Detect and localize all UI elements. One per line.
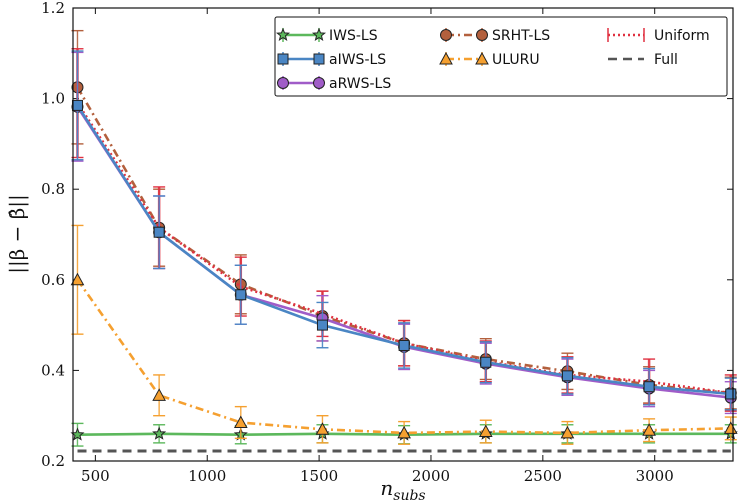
legend: IWS-LS aIWS-LS aRWS-LS SRHT-LS ULURU Uniform F… (274, 16, 728, 97)
point-aiws-ls-3 (316, 319, 328, 331)
x-tick-label-2000: 2000 (412, 467, 450, 485)
legend-marker-left-uluru (439, 51, 453, 65)
y-tick-label-1: 0.4 (41, 361, 65, 379)
y-tick-label-2: 0.6 (41, 271, 65, 289)
legend-marker-right-arws-ls (313, 77, 325, 89)
series-aiws-ls (71, 50, 737, 411)
point-iws-ls-1 (152, 426, 167, 440)
x-tick-label-1500: 1500 (300, 467, 338, 485)
x-tick-label-500: 500 (81, 467, 110, 485)
point-uluru-1 (152, 388, 166, 401)
point-aiws-ls-4 (398, 339, 410, 351)
point-uluru-7 (642, 423, 656, 436)
legend-marker-right-iws-ls (311, 27, 327, 41)
point-aiws-ls-0 (71, 99, 83, 111)
legend-marker-left-arws-ls (277, 77, 289, 89)
x-axis-label: nsubs (380, 476, 425, 503)
legend-item-srht-ls: SRHT-LS (440, 28, 550, 44)
legend-box (274, 16, 728, 97)
legend-label-arws-ls: aRWS-LS (329, 76, 391, 92)
y-tick-label-0: 0.2 (41, 452, 65, 470)
legend-item-arws-ls: aRWS-LS (277, 76, 391, 92)
point-aiws-ls-6 (561, 370, 573, 382)
legend-item-uluru: ULURU (439, 51, 540, 68)
legend-marker-right-uluru (475, 51, 489, 65)
legend-label-iws-ls: IWS-LS (329, 28, 378, 44)
x-tick-label-3000: 3000 (636, 467, 674, 485)
legend-marker-right-aiws-ls (313, 53, 325, 65)
y-axis-label: ||β − β̂|| (5, 194, 30, 274)
point-uluru-3 (315, 422, 330, 435)
point-aiws-ls-7 (643, 381, 655, 393)
point-uluru-5 (478, 424, 493, 438)
plot-frame (72, 7, 734, 462)
legend-marker-left-iws-ls (275, 27, 291, 41)
series-layer (70, 29, 738, 453)
point-aiws-ls-8 (725, 388, 737, 400)
x-tick-label-1000: 1000 (188, 467, 226, 485)
point-uluru-8 (723, 421, 738, 434)
legend-label-aiws-ls: aIWS-LS (329, 52, 386, 68)
legend-marker-right-srht-ls (476, 29, 488, 41)
series-uluru (70, 224, 738, 445)
y-tick-label-3: 0.8 (41, 180, 65, 198)
legend-item-aiws-ls: aIWS-LS (277, 52, 386, 68)
legend-label-full: Full (654, 52, 678, 68)
legend-item-iws-ls: IWS-LS (275, 27, 378, 44)
x-ticks: 500 1000 1500 2000 2500 3000 (81, 8, 674, 485)
legend-label-srht-ls: SRHT-LS (492, 28, 550, 44)
legend-label-uniform: Uniform (654, 28, 710, 44)
y-tick-label-5: 1.2 (41, 0, 65, 17)
legend-item-uniform: Uniform (607, 28, 710, 44)
point-uluru-4 (397, 425, 411, 439)
point-aiws-ls-1 (153, 226, 165, 238)
y-ticks: 0.2 0.4 0.6 0.8 1.0 1.2 (41, 0, 733, 470)
legend-marker-left-aiws-ls (277, 53, 289, 65)
point-uluru-6 (560, 425, 575, 439)
legend-marker-left-srht-ls (440, 29, 452, 41)
y-tick-label-4: 1.0 (41, 90, 65, 108)
legend-label-uluru: ULURU (492, 52, 540, 68)
point-aiws-ls-5 (480, 356, 492, 368)
point-uluru-0 (70, 272, 85, 286)
point-uluru-2 (233, 415, 248, 428)
x-tick-label-2500: 2500 (524, 467, 562, 485)
legend-item-full: Full (608, 52, 678, 68)
point-aiws-ls-2 (235, 289, 247, 301)
